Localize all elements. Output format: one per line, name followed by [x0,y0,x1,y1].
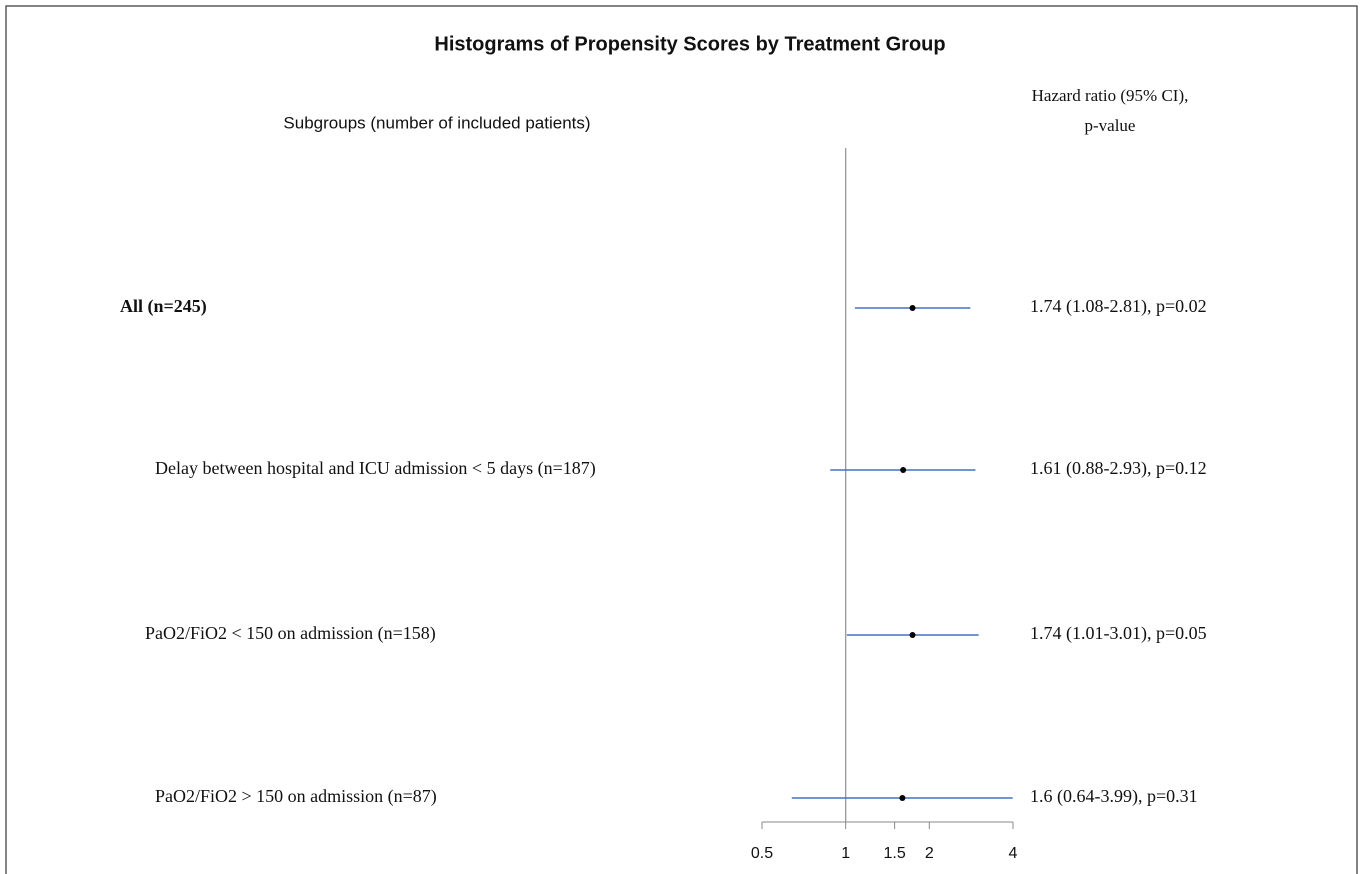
x-tick-label: 1.5 [883,845,905,862]
point-estimate [899,795,906,801]
row-label: Delay between hospital and ICU admission… [155,458,596,479]
x-tick-label: 4 [1009,845,1018,862]
right-header: Hazard ratio (95% CI), [1032,86,1189,105]
frame [5,5,1358,874]
value-label: 1.74 (1.08-2.81), p=0.02 [1030,296,1207,317]
x-tick-label: 1 [841,845,850,862]
point-estimate [900,467,907,473]
value-label: 1.61 (0.88-2.93), p=0.12 [1030,458,1207,479]
x-tick-label: 0.5 [751,845,773,862]
point-estimate [909,305,916,311]
point-estimate [909,632,916,638]
row-label: All (n=245) [120,296,207,317]
row-label: PaO2/FiO2 < 150 on admission (n=158) [145,623,436,644]
chart-title: Histograms of Propensity Scores by Treat… [434,33,945,55]
left-header: Subgroups (number of included patients) [283,113,590,132]
row-label: PaO2/FiO2 > 150 on admission (n=87) [155,786,437,807]
value-label: 1.6 (0.64-3.99), p=0.31 [1030,786,1198,807]
right-header: p-value [1085,116,1136,135]
x-tick-label: 2 [925,845,934,862]
value-label: 1.74 (1.01-3.01), p=0.05 [1030,623,1207,644]
